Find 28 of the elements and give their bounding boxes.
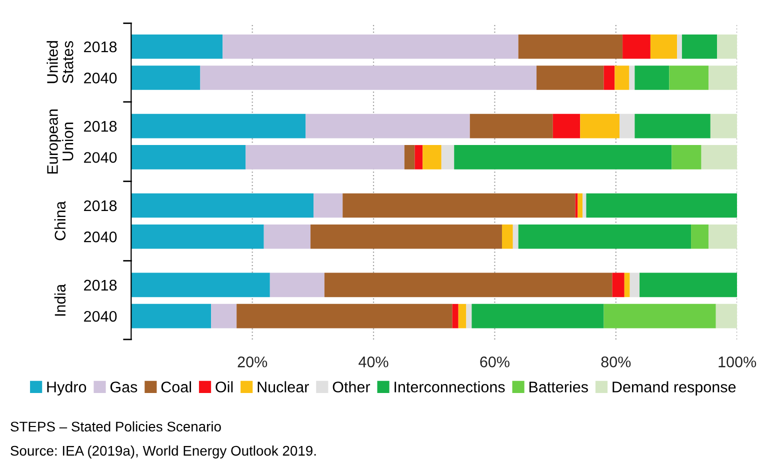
source-note: Source: IEA (2019a), World Energy Outlook 2019.	[10, 446, 316, 458]
text: China	[54, 201, 66, 240]
y-tick-label: 2040	[84, 152, 117, 163]
y-tick-label: 2040	[84, 72, 117, 84]
x-tick-label: 40%	[358, 356, 388, 368]
y-tick-label: 2018	[84, 200, 117, 212]
text: India	[54, 284, 66, 316]
y-tick-label: 2040	[84, 310, 117, 322]
legend-label: Other	[332, 381, 370, 392]
y-tick-label: 2040	[84, 232, 117, 242]
legend-label: Hydro	[47, 381, 86, 396]
y-tick-label: 2018	[84, 41, 117, 52]
x-tick-label: 60%	[480, 356, 510, 368]
y-tick-label: 2018	[84, 120, 117, 132]
legend-label: Gas	[110, 382, 138, 392]
text: European Union	[47, 109, 74, 174]
legend-label: Demand response	[612, 381, 736, 396]
x-tick-label: 80%	[601, 356, 631, 368]
legend-label: Coal	[161, 381, 192, 392]
x-tick-label: 100%	[718, 356, 756, 368]
x-tick-label: 20%	[238, 356, 268, 368]
legend-label: Oil	[216, 381, 233, 392]
legend-label: Batteries	[529, 381, 588, 392]
y-tick-label: 2018	[84, 280, 117, 291]
text: United States	[46, 41, 74, 84]
text: STEPS – Stated Policies Scenario	[10, 421, 221, 432]
legend-label: Nuclear	[258, 381, 309, 392]
legend-label: Interconnections	[394, 381, 505, 392]
